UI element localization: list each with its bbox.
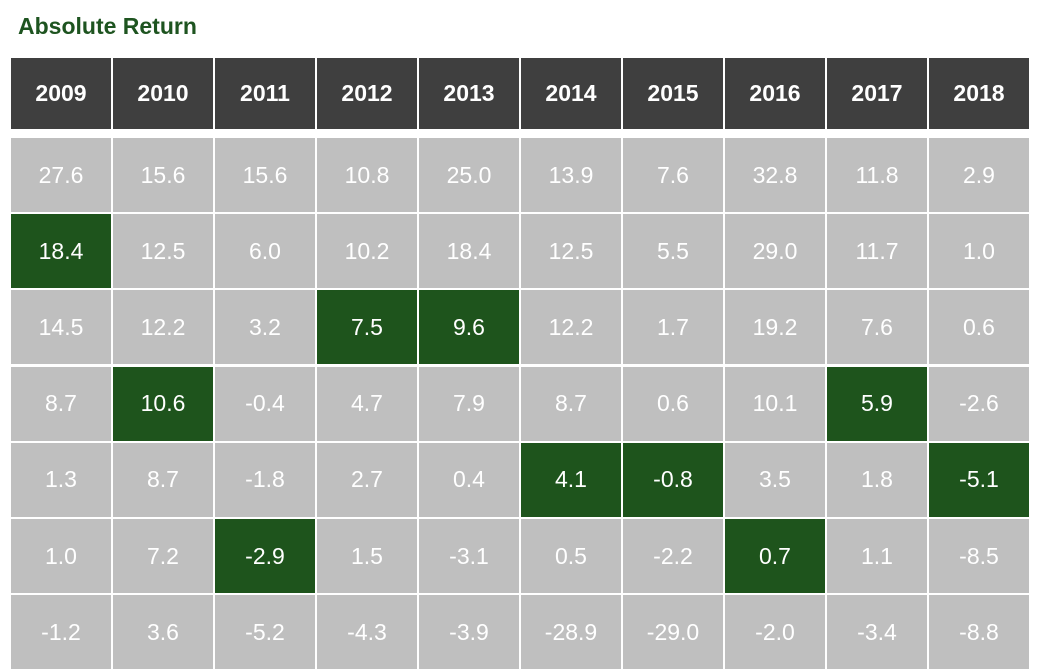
value-cell: 8.7 — [521, 366, 621, 441]
value-cell: 7.6 — [623, 138, 723, 212]
highlighted-value-cell: -0.8 — [623, 442, 723, 517]
value-cell: 10.2 — [317, 214, 417, 289]
value-cell: 1.8 — [827, 442, 927, 517]
column-header-2009: 2009 — [11, 58, 111, 129]
value-cell: 25.0 — [419, 138, 519, 212]
value-cell: -2.0 — [725, 595, 825, 669]
value-cell: 10.8 — [317, 138, 417, 212]
column-header-2018: 2018 — [929, 58, 1029, 129]
highlighted-value-cell: 4.1 — [521, 442, 621, 517]
value-cell: -3.4 — [827, 595, 927, 669]
value-cell: 11.8 — [827, 138, 927, 212]
value-cell: -5.2 — [215, 595, 315, 669]
value-cell: 0.6 — [623, 366, 723, 441]
column-header-2010: 2010 — [113, 58, 213, 129]
value-cell: 8.7 — [11, 366, 111, 441]
absolute-return-table: 2009 2010 2011 2012 2013 2014 2015 2016 2017 2018… — [11, 58, 1031, 669]
value-cell: -28.9 — [521, 595, 621, 669]
highlighted-value-cell: -2.9 — [215, 519, 315, 593]
value-cell: 1.0 — [11, 519, 111, 593]
column-header-2015: 2015 — [623, 58, 723, 129]
value-cell: 12.2 — [113, 290, 213, 365]
value-cell: 8.7 — [113, 442, 213, 517]
highlighted-value-cell: 7.5 — [317, 290, 417, 365]
value-cell: 3.5 — [725, 442, 825, 517]
highlighted-value-cell: 10.6 — [113, 366, 213, 441]
value-cell: 2.9 — [929, 138, 1029, 212]
value-cell: 1.0 — [929, 214, 1029, 289]
value-cell: 1.7 — [623, 290, 723, 365]
value-cell: 29.0 — [725, 214, 825, 289]
value-cell: 7.6 — [827, 290, 927, 365]
value-cell: 3.6 — [113, 595, 213, 669]
column-header-2012: 2012 — [317, 58, 417, 129]
value-cell: 12.2 — [521, 290, 621, 365]
value-cell: 1.3 — [11, 442, 111, 517]
column-header-2017: 2017 — [827, 58, 927, 129]
highlighted-value-cell: -5.1 — [929, 442, 1029, 517]
value-cell: 15.6 — [215, 138, 315, 212]
value-cell: -4.3 — [317, 595, 417, 669]
value-cell: -3.1 — [419, 519, 519, 593]
column-header-2011: 2011 — [215, 58, 315, 129]
value-cell: -2.2 — [623, 519, 723, 593]
value-cell: 12.5 — [521, 214, 621, 289]
column-header-2016: 2016 — [725, 58, 825, 129]
highlighted-value-cell: 9.6 — [419, 290, 519, 365]
highlighted-value-cell: 5.9 — [827, 366, 927, 441]
value-cell: 1.1 — [827, 519, 927, 593]
value-cell: 0.5 — [521, 519, 621, 593]
value-cell: -3.9 — [419, 595, 519, 669]
value-cell: 10.1 — [725, 366, 825, 441]
value-cell: -0.4 — [215, 366, 315, 441]
value-cell: 32.8 — [725, 138, 825, 212]
column-header-2013: 2013 — [419, 58, 519, 129]
value-cell: 15.6 — [113, 138, 213, 212]
value-cell: 7.2 — [113, 519, 213, 593]
value-cell: -1.8 — [215, 442, 315, 517]
highlighted-value-cell: 18.4 — [11, 214, 111, 289]
value-cell: 7.9 — [419, 366, 519, 441]
value-cell: 12.5 — [113, 214, 213, 289]
value-cell: 11.7 — [827, 214, 927, 289]
value-cell: 1.5 — [317, 519, 417, 593]
value-cell: -1.2 — [11, 595, 111, 669]
value-cell: 19.2 — [725, 290, 825, 365]
value-cell: 14.5 — [11, 290, 111, 365]
value-cell: -2.6 — [929, 366, 1029, 441]
chart-title: Absolute Return — [18, 13, 197, 39]
value-cell: 2.7 — [317, 442, 417, 517]
value-cell: 18.4 — [419, 214, 519, 289]
value-cell: -8.8 — [929, 595, 1029, 669]
value-cell: 0.6 — [929, 290, 1029, 365]
value-cell: 13.9 — [521, 138, 621, 212]
value-cell: -29.0 — [623, 595, 723, 669]
value-cell: 3.2 — [215, 290, 315, 365]
value-cell: 0.4 — [419, 442, 519, 517]
value-cell: 5.5 — [623, 214, 723, 289]
column-header-2014: 2014 — [521, 58, 621, 129]
value-cell: 6.0 — [215, 214, 315, 289]
highlighted-value-cell: 0.7 — [725, 519, 825, 593]
value-cell: -8.5 — [929, 519, 1029, 593]
value-cell: 27.6 — [11, 138, 111, 212]
value-cell: 4.7 — [317, 366, 417, 441]
